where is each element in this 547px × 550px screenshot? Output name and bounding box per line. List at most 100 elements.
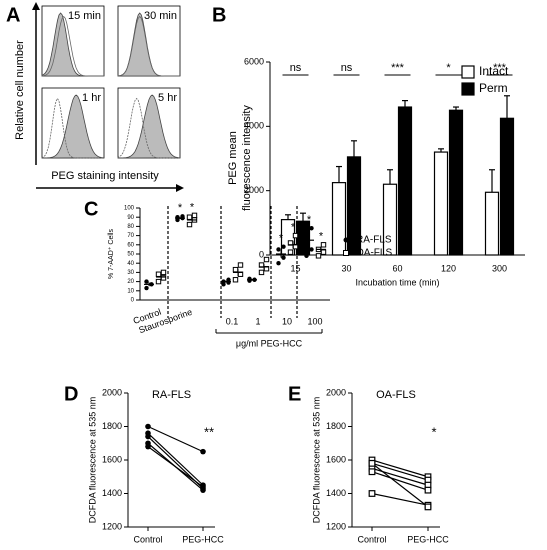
y-tick-label: 4000 [244,121,264,131]
panel-label: C [84,198,98,220]
point [186,221,193,228]
point [145,423,151,430]
dose-label: μg/ml PEG-HCC [236,338,303,348]
pair-line [147,446,204,488]
y-tick-label: 1400 [102,488,122,498]
bar [346,156,362,256]
legend-marker [343,250,349,256]
point [320,249,327,255]
point [424,486,432,494]
annotation: ns [290,62,302,74]
x-axis-label: Incubation time (min) [355,277,439,287]
y-tick-label: 1800 [326,421,346,431]
x-tick-label: 10 [282,316,292,326]
legend-label: RA-FLS [356,235,392,246]
panel-label: E [288,383,301,405]
arrow [176,184,184,192]
y-axis-label: % 7-AAD⁺ Cells [108,229,115,279]
y-tick-label: 1600 [326,454,346,464]
y-tick-label: 20 [127,279,134,285]
significance: * [319,231,324,243]
bar [433,151,449,256]
point [304,233,309,238]
annotation: ** [204,424,214,439]
legend-marker [343,237,349,243]
histogram-fill [41,94,105,159]
y-axis-label: DCFDA fluorescence at 535 nm [311,397,321,524]
point [237,262,244,268]
pair-line [371,492,429,506]
x-tick-label: 100 [307,316,322,326]
panel-label: B [212,4,226,26]
y-tick-label: 1400 [326,488,346,498]
point [320,242,327,248]
histogram-label: 1 hr [82,92,101,104]
histogram-line [117,15,180,77]
point [191,212,198,219]
pair-line [147,425,204,453]
point [304,253,309,259]
legend-label: Perm [479,81,508,95]
point [160,275,167,281]
point [145,443,151,450]
y-axis-label: Relative cell number [14,40,26,140]
significance: * [279,233,284,245]
y-tick-label: 10 [127,288,134,294]
point [144,285,149,291]
y-tick-label: 40 [127,261,134,267]
annotation: ns [341,62,353,74]
point [247,276,252,282]
point [292,232,299,239]
point [160,269,167,276]
point [186,214,193,220]
point [315,253,322,259]
y-tick-label: 6000 [244,56,264,66]
y-tick-label: 30 [127,270,134,276]
x-axis-label: PEG staining intensity [51,170,159,182]
annotation: * [446,62,451,74]
point [287,249,294,255]
pair-line [371,471,429,491]
y-tick-label: 50 [127,252,134,258]
point [180,214,185,219]
point [200,484,206,490]
x-tick-label: Control [133,534,162,544]
point [424,503,432,511]
point [281,244,286,249]
x-tick-label: 0.1 [226,316,239,326]
x-tick-label: 1 [255,316,260,326]
x-tick-label: PEG-HCC [182,534,224,544]
point [276,261,281,266]
point [368,490,376,497]
y-tick-label: 2000 [244,185,264,195]
histogram-label: 30 min [144,10,177,22]
y-tick-label: 1200 [326,521,346,531]
annotation: * [431,424,436,439]
bar [448,109,464,256]
chart-title: OA-FLS [376,389,416,401]
x-tick-label: Control [357,534,386,544]
legend-label: OA-FLS [356,248,392,259]
bar [484,191,500,256]
histogram-fill [117,12,180,77]
point [258,269,265,276]
annotation: *** [391,62,405,74]
bar [499,117,515,256]
chart-title: RA-FLS [152,389,191,401]
pair-line [371,462,429,508]
arrow [32,2,40,10]
y-tick-label: 1600 [102,454,122,464]
pair-line [371,462,429,481]
legend-swatch [461,82,475,96]
y-axis-label: fluorescence intensity [241,105,253,211]
bar [331,182,347,256]
y-tick-label: 100 [124,206,135,212]
y-tick-label: 70 [127,233,134,239]
point [226,277,231,282]
x-tick-label: 120 [441,263,456,273]
y-tick-label: 2000 [326,387,346,397]
annotation: *** [493,62,507,74]
histogram-fill [41,12,104,77]
y-axis-label: PEG mean [227,131,239,185]
